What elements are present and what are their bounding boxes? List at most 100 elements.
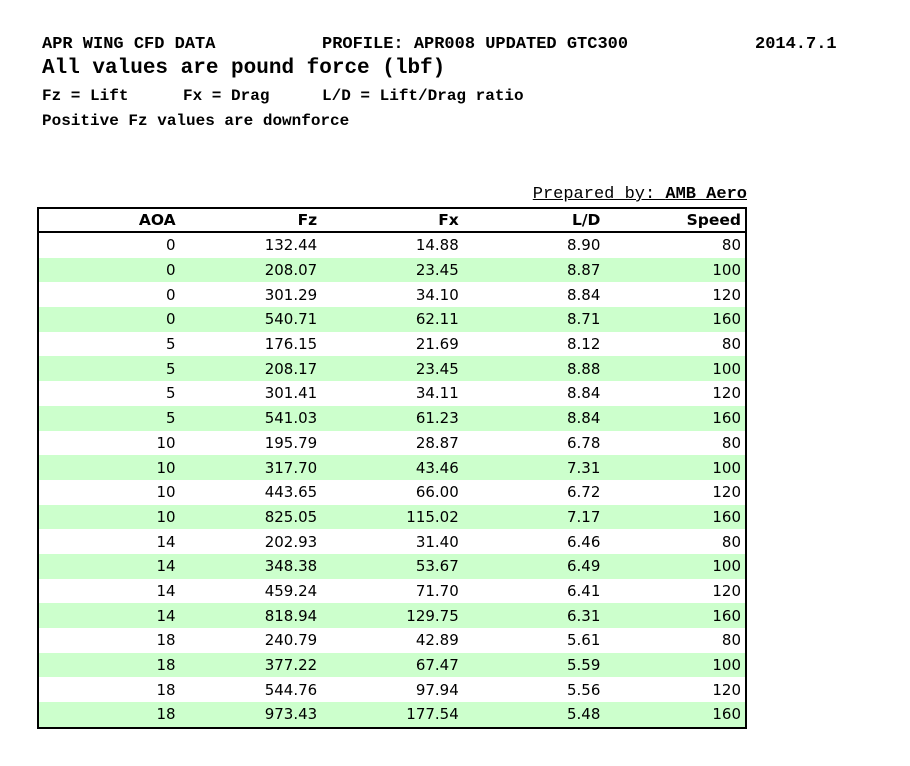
cell-aoa: 18 [156,656,176,675]
prepared-by: Prepared by: AMB Aero [37,185,747,204]
cell-ld: 6.49 [566,557,601,576]
cell-fx: 21.69 [415,335,459,354]
cell-fz: 973.43 [264,705,318,724]
cell-fx: 23.45 [415,359,459,378]
table-row: 18 973.43 177.54 5.48 160 [38,702,746,728]
column-header-fx: Fx [321,208,463,233]
cell-aoa: 14 [156,557,176,576]
cell-speed: 80 [721,433,741,452]
cell-speed: 80 [721,236,741,255]
cell-fz: 348.38 [264,557,318,576]
cell-ld: 8.84 [566,285,601,304]
legend-line: Fz = Lift Fx = Drag L/D = Lift/Drag rati… [0,87,910,105]
table-row: 10 825.05 115.02 7.17 160 [38,504,746,530]
cell-speed: 160 [712,310,741,329]
cell-speed: 120 [712,581,741,600]
cell-ld: 8.88 [566,359,601,378]
table-row: 18 544.76 97.94 5.56 120 [38,677,746,702]
cell-ld: 8.71 [566,310,601,329]
cell-ld: 5.61 [566,631,601,650]
table-row: 0 540.71 62.11 8.71 160 [38,307,746,332]
cell-ld: 7.31 [566,458,601,477]
legend-ld: L/D = Lift/Drag ratio [322,87,524,105]
cell-aoa: 5 [166,409,176,428]
cell-fx: 28.87 [415,433,459,452]
cell-fz: 208.07 [264,261,318,280]
cell-fz: 301.29 [264,285,318,304]
table-row: 14 459.24 71.70 6.41 120 [38,579,746,604]
cfd-data-table: AOA Fz Fx L/D Speed 0 132.44 14.88 8.90 80 0 2… [37,207,747,729]
cell-ld: 8.87 [566,261,601,280]
cell-aoa: 0 [166,261,176,280]
table-row: 5 301.41 34.11 8.84 120 [38,381,746,406]
cell-fx: 177.54 [406,705,459,724]
cell-fx: 61.23 [415,409,459,428]
cell-fz: 132.44 [264,236,318,255]
cell-ld: 8.90 [566,236,601,255]
cell-ld: 5.48 [566,705,601,724]
table-row: 14 202.93 31.40 6.46 80 [38,529,746,554]
cell-fx: 66.00 [415,483,459,502]
cell-fz: 202.93 [264,532,318,551]
cell-ld: 6.41 [566,581,601,600]
cell-aoa: 14 [156,606,176,625]
downforce-note: Positive Fz values are downforce [42,112,350,130]
table-row: 10 443.65 66.00 6.72 120 [38,480,746,505]
cell-speed: 100 [712,359,741,378]
cell-fx: 97.94 [415,680,459,699]
cell-speed: 120 [712,680,741,699]
cell-fx: 34.10 [415,285,459,304]
table-body: 0 132.44 14.88 8.90 80 0 208.07 23.45 8.87 100 0 30… [38,232,746,728]
cell-speed: 120 [712,285,741,304]
cell-fz: 240.79 [264,631,318,650]
cell-fx: 71.70 [415,581,459,600]
cell-speed: 80 [721,631,741,650]
cell-fx: 129.75 [406,606,459,625]
cell-fx: 42.89 [415,631,459,650]
cell-aoa: 18 [156,631,176,650]
cell-aoa: 18 [156,680,176,699]
cell-fz: 544.76 [264,680,318,699]
legend-fx: Fx = Drag [183,87,270,105]
cell-fz: 176.15 [264,335,318,354]
cell-aoa: 10 [156,433,176,452]
column-header-ld: L/D [462,208,605,233]
report-header-line: APR WING CFD DATA PROFILE: APR008 UPDATE… [0,35,910,54]
cell-fz: 818.94 [264,606,318,625]
cell-speed: 100 [712,557,741,576]
cell-aoa: 10 [156,458,176,477]
prepared-by-label: Prepared by: [532,185,666,204]
cell-aoa: 18 [156,705,176,724]
cell-speed: 80 [721,335,741,354]
cell-ld: 6.31 [566,606,601,625]
cell-fx: 62.11 [415,310,459,329]
cell-speed: 160 [712,705,741,724]
cell-aoa: 0 [166,285,176,304]
cell-fx: 53.67 [415,557,459,576]
cell-ld: 8.12 [566,335,601,354]
cell-fx: 67.47 [415,656,459,675]
cell-ld: 5.56 [566,680,601,699]
column-header-aoa: AOA [38,208,180,233]
cell-aoa: 5 [166,359,176,378]
table-row: 5 541.03 61.23 8.84 160 [38,405,746,431]
table-row: 14 818.94 129.75 6.31 160 [38,603,746,628]
cell-fx: 23.45 [415,261,459,280]
cell-aoa: 0 [166,236,176,255]
cell-speed: 100 [712,656,741,675]
cell-speed: 120 [712,483,741,502]
cell-ld: 6.78 [566,433,601,452]
table-row: 10 195.79 28.87 6.78 80 [38,431,746,456]
table-row: 10 317.70 43.46 7.31 100 [38,455,746,480]
cell-fz: 541.03 [264,409,318,428]
cell-aoa: 10 [156,507,176,526]
legend-fz: Fz = Lift [42,87,129,105]
cell-speed: 120 [712,384,741,403]
cell-aoa: 5 [166,335,176,354]
table-row: 18 377.22 67.47 5.59 100 [38,652,746,678]
cell-fz: 459.24 [264,581,318,600]
cell-ld: 6.46 [566,532,601,551]
cell-speed: 100 [712,458,741,477]
prepared-by-value: AMB Aero [665,185,747,204]
table-row: 14 348.38 53.67 6.49 100 [38,553,746,579]
